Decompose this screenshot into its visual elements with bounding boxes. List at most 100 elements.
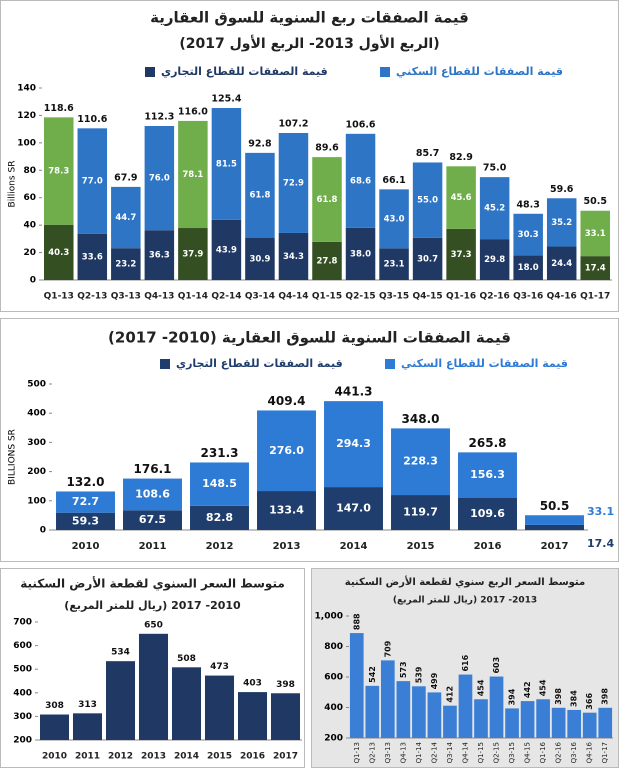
bar [536, 699, 550, 738]
x-tick-label: Q4-13 [399, 742, 407, 763]
legend-swatch [380, 67, 390, 77]
y-tick-label: 0 [40, 526, 46, 536]
x-tick-label: 2015 [407, 541, 435, 552]
y-tick-label: 400 [13, 688, 32, 698]
y-tick-label: 600 [324, 673, 343, 683]
bar [349, 633, 364, 738]
value-label: 508 [177, 654, 196, 664]
bar [72, 713, 103, 740]
bar-segment [513, 213, 543, 256]
value-label: 23.2 [115, 260, 136, 270]
value-label: 38.0 [350, 249, 371, 259]
value-label: 534 [111, 648, 130, 658]
value-label: 45.2 [484, 204, 505, 214]
bar [598, 707, 613, 738]
value-label: 109.6 [470, 507, 505, 520]
bar [171, 667, 202, 740]
value-label: 709 [383, 640, 392, 657]
value-label: 108.6 [135, 487, 170, 500]
total-label: 176.1 [134, 462, 172, 476]
bar [380, 660, 395, 738]
x-tick-label: 2012 [206, 541, 234, 552]
x-tick-label: Q1-17 [601, 742, 609, 763]
value-label: 72.7 [72, 495, 99, 508]
total-label: 106.6 [345, 119, 375, 130]
bar-segment [412, 162, 443, 238]
x-tick-label: 2016 [240, 752, 265, 762]
bar-segment [77, 128, 108, 234]
total-label: 231.3 [201, 446, 239, 460]
chart-panel: متوسط السعر السنوي لقطعة الأرض السكنية (ر… [0, 568, 305, 768]
bar-segment [446, 228, 476, 280]
total-label: 67.9 [114, 172, 137, 183]
value-label: 36.3 [149, 251, 170, 261]
bar-segment [56, 491, 115, 513]
bar-segment [111, 248, 141, 280]
chart-title: متوسط السعر الربع سنوي لقطعة الأرض السكن… [345, 575, 585, 588]
y-tick-label: 200 [324, 734, 343, 744]
value-label: 33.1 [587, 505, 614, 518]
bar-segment [211, 108, 242, 220]
value-label: 72.9 [283, 178, 304, 188]
bar-segment [324, 487, 383, 530]
y-tick-label: 200 [13, 736, 32, 746]
value-label: 119.7 [403, 506, 438, 519]
value-label: 499 [430, 672, 439, 689]
total-label: 85.7 [416, 148, 439, 159]
value-label: 43.9 [216, 245, 237, 255]
x-tick-label: Q4-16 [547, 292, 577, 302]
value-label: 59.3 [72, 514, 99, 527]
legend-label: قيمة الصفقات للقطاع التجاري [176, 357, 343, 370]
x-tick-label: Q3-16 [570, 741, 578, 763]
value-label: 454 [539, 679, 548, 696]
bar [270, 693, 301, 740]
total-label: 50.5 [540, 499, 570, 513]
y-tick-label: 20 [23, 248, 36, 258]
x-tick-label: 2016 [474, 541, 502, 552]
value-label: 650 [144, 620, 163, 630]
chart-title: قيمة الصفقات ربع السنوية للسوق العقارية [150, 9, 469, 27]
total-label: 50.5 [584, 196, 607, 207]
x-tick-label: 2015 [207, 752, 232, 762]
total-label: 125.4 [211, 94, 241, 105]
value-label: 82.8 [206, 511, 233, 524]
bar [412, 686, 426, 738]
x-tick-label: Q1-15 [312, 292, 342, 302]
bar-segment [245, 237, 275, 280]
x-tick-label: Q4-13 [144, 292, 174, 302]
value-label: 573 [399, 661, 408, 678]
total-label: 92.8 [248, 138, 272, 149]
bar-segment [379, 189, 409, 249]
bar-segment [190, 505, 249, 530]
bar-segment [391, 495, 450, 530]
legend-label: قيمة الصفقات للقطاع التجاري [161, 65, 328, 78]
bar-segment [144, 230, 175, 280]
y-tick-label: 800 [324, 642, 343, 652]
x-tick-label: Q1-14 [415, 741, 423, 763]
x-tick-label: Q1-13 [44, 292, 74, 302]
total-label: 441.3 [335, 385, 373, 399]
value-label: 37.9 [182, 250, 203, 260]
bar [105, 661, 136, 740]
value-label: 398 [601, 688, 610, 705]
total-label: 107.2 [278, 118, 308, 129]
y-tick-label: 120 [17, 111, 36, 121]
bar-segment [123, 478, 182, 511]
value-label: 294.3 [336, 437, 371, 450]
x-tick-label: Q1-14 [178, 292, 208, 302]
bar [443, 705, 457, 738]
bar-segment [44, 224, 74, 280]
x-tick-label: Q2-13 [368, 742, 376, 763]
bar [567, 709, 582, 738]
total-label: 89.6 [315, 143, 339, 154]
legend-swatch [145, 67, 155, 77]
bar-segment [278, 232, 309, 280]
value-label: 23.1 [384, 260, 405, 270]
x-tick-label: 2013 [273, 541, 301, 552]
value-label: 603 [492, 657, 501, 674]
value-label: 384 [570, 690, 579, 707]
value-label: 45.6 [451, 193, 472, 203]
x-tick-label: Q1-16 [446, 292, 476, 302]
bar-segment [257, 491, 316, 530]
value-label: 37.3 [451, 250, 472, 260]
